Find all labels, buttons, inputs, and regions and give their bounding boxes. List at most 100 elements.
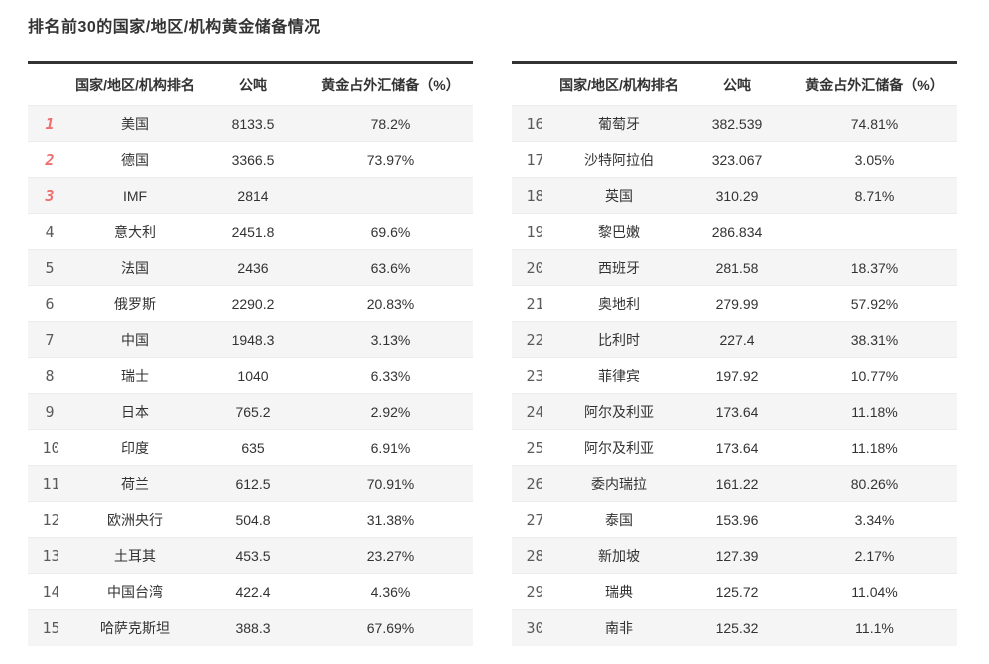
rank-number: 22 [526,330,542,349]
tonnes-cell: 1040 [198,357,308,394]
rank-number: 21 [526,294,542,313]
table-header-row: 国家/地区/机构排名 公吨 黄金占外汇储备（%） [512,62,957,106]
reserve-pct-cell: 8.71% [792,177,957,214]
reserve-pct-cell: 57.92% [792,285,957,322]
rank-number: 14 [42,582,58,601]
country-cell: 新加坡 [556,537,682,574]
tonnes-cell: 323.067 [682,141,792,178]
country-cell: 南非 [556,609,682,646]
tonnes-cell: 286.834 [682,213,792,250]
country-cell: 奥地利 [556,285,682,322]
rank-cell: 16 [512,105,556,142]
column-header-tonnes: 公吨 [682,62,792,106]
rank-cell: 28 [512,537,556,574]
rank-number: 6 [45,294,55,313]
table-row: 3 IMF 2814 [28,177,473,214]
column-header-tonnes: 公吨 [198,62,308,106]
country-cell: 瑞典 [556,573,682,610]
rank-cell: 7 [28,321,72,358]
rank-number: 16 [526,114,542,133]
tonnes-cell: 153.96 [682,501,792,538]
reserve-pct-cell: 4.36% [308,573,473,610]
country-cell: 印度 [72,429,198,466]
tables-container: 国家/地区/机构排名 公吨 黄金占外汇储备（%） 1 美国 8133.5 78.2% 2… [28,61,989,646]
rank-cell: 20 [512,249,556,286]
tonnes-cell: 382.539 [682,105,792,142]
country-cell: 阿尔及利亚 [556,393,682,430]
rank-number: 29 [526,582,542,601]
rank-cell: 4 [28,213,72,250]
tonnes-cell: 125.32 [682,609,792,646]
rank-cell: 14 [28,573,72,610]
country-cell: 英国 [556,177,682,214]
rank-number: 7 [45,330,55,349]
tonnes-cell: 173.64 [682,393,792,430]
tonnes-cell: 8133.5 [198,105,308,142]
country-cell: 哈萨克斯坦 [72,609,198,646]
rank-number: 5 [45,258,55,277]
reserve-pct-cell: 10.77% [792,357,957,394]
rank-number: 12 [42,510,58,529]
tonnes-cell: 197.92 [682,357,792,394]
table-row: 7 中国 1948.3 3.13% [28,321,473,358]
reserve-pct-cell: 70.91% [308,465,473,502]
table-row: 4 意大利 2451.8 69.6% [28,213,473,250]
country-cell: 菲律宾 [556,357,682,394]
rank-number: 3 [45,186,55,205]
rank-number: 9 [45,402,55,421]
tonnes-cell: 2451.8 [198,213,308,250]
reserve-pct-cell: 67.69% [308,609,473,646]
rank-number: 2 [45,150,55,169]
rank-number: 25 [526,438,542,457]
country-cell: 比利时 [556,321,682,358]
reserve-pct-cell [308,177,473,214]
tonnes-cell: 227.4 [682,321,792,358]
rank-cell: 8 [28,357,72,394]
page: 排名前30的国家/地区/机构黄金储备情况 国家/地区/机构排名 公吨 黄金占外汇… [0,13,989,646]
country-cell: 荷兰 [72,465,198,502]
country-cell: 法国 [72,249,198,286]
rank-number: 23 [526,366,542,385]
rank-cell: 29 [512,573,556,610]
tonnes-cell: 281.58 [682,249,792,286]
table-row: 1 美国 8133.5 78.2% [28,105,473,142]
tonnes-cell: 279.99 [682,285,792,322]
rank-cell: 24 [512,393,556,430]
table-header-row: 国家/地区/机构排名 公吨 黄金占外汇储备（%） [28,62,473,106]
country-cell: 泰国 [556,501,682,538]
country-cell: 德国 [72,141,198,178]
rank-number: 19 [526,222,542,241]
reserve-pct-cell: 63.6% [308,249,473,286]
rank-cell: 18 [512,177,556,214]
tonnes-cell: 1948.3 [198,321,308,358]
rank-number: 18 [526,186,542,205]
country-cell: IMF [72,177,198,214]
reserve-pct-cell [792,213,957,250]
tonnes-cell: 2290.2 [198,285,308,322]
tonnes-cell: 125.72 [682,573,792,610]
rank-cell: 1 [28,105,72,142]
rank-number: 10 [42,438,58,457]
country-cell: 葡萄牙 [556,105,682,142]
reserve-pct-cell: 2.17% [792,537,957,574]
rank-number: 11 [42,474,58,493]
country-cell: 委内瑞拉 [556,465,682,502]
table-row: 6 俄罗斯 2290.2 20.83% [28,285,473,322]
reserve-pct-cell: 20.83% [308,285,473,322]
rank-number: 13 [42,546,58,565]
reserve-pct-cell: 6.33% [308,357,473,394]
reserve-pct-cell: 69.6% [308,213,473,250]
rank-cell: 15 [28,609,72,646]
reserve-pct-cell: 31.38% [308,501,473,538]
